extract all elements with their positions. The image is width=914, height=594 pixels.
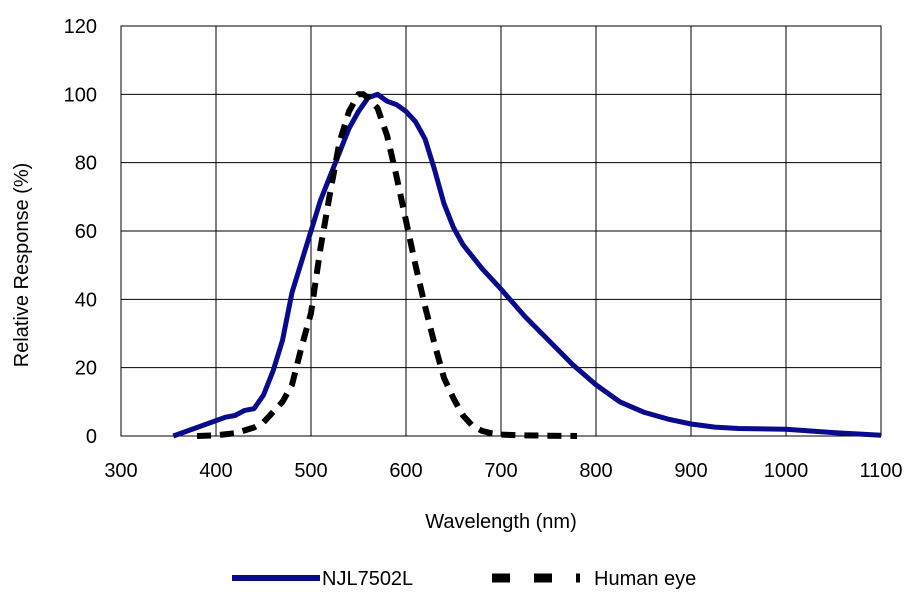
x-tick-label: 700: [484, 460, 517, 482]
plot-area-frame: [120, 25, 882, 437]
x-tick-label: 300: [104, 460, 137, 482]
x-tick-label: 500: [294, 460, 327, 482]
x-axis-title: Wavelength (nm): [425, 511, 577, 533]
y-tick-label: 20: [75, 358, 97, 380]
y-axis-title: Relative Response (%): [11, 163, 33, 368]
y-axis-tick-labels: 0 20 40 60 80 100 120: [64, 16, 97, 448]
x-tick-label: 1000: [764, 460, 809, 482]
y-tick-label: 40: [75, 289, 97, 311]
y-tick-label: 120: [64, 16, 97, 38]
series-line-njl7502l: [172, 91, 882, 439]
legend: NJL7502L Human eye: [232, 568, 696, 590]
data-series: [172, 91, 882, 439]
y-tick-label: 100: [64, 84, 97, 106]
x-tick-label: 800: [579, 460, 612, 482]
x-tick-label: 600: [389, 460, 422, 482]
x-tick-label: 400: [199, 460, 232, 482]
y-tick-label: 60: [75, 221, 97, 243]
y-tick-label: 0: [86, 426, 97, 448]
legend-label-njl7502l: NJL7502L: [322, 568, 413, 590]
grid-lines: [120, 25, 882, 437]
legend-label-human-eye: Human eye: [594, 568, 696, 590]
x-tick-label: 900: [674, 460, 707, 482]
series-line-human-eye: [196, 91, 578, 439]
x-tick-label: 1100: [859, 460, 902, 482]
x-axis-tick-labels: 300 400 500 600 700 800 900 1000 1100: [104, 460, 902, 482]
y-tick-label: 80: [75, 153, 97, 175]
